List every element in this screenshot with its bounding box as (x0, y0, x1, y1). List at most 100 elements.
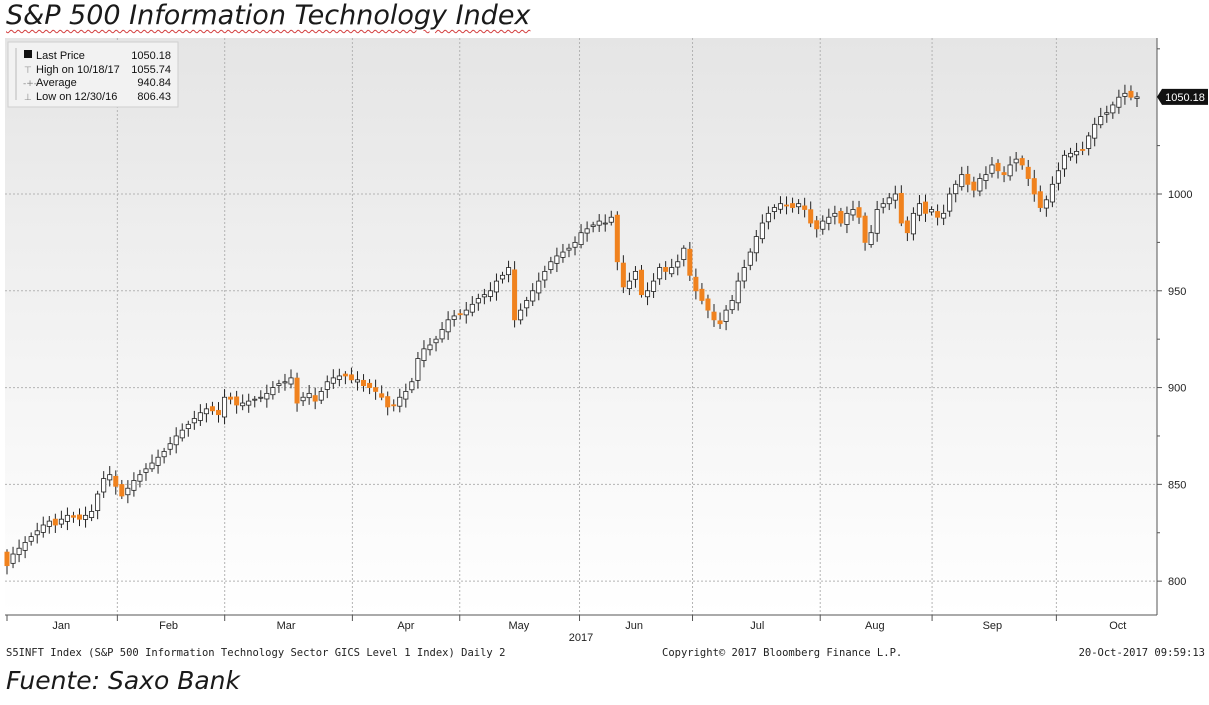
candle-body (596, 220, 602, 226)
candle (173, 427, 179, 454)
source-note: Fuente: Saxo Bank (6, 666, 241, 695)
candle (415, 351, 421, 389)
candle (119, 479, 125, 500)
candle-body (10, 553, 16, 564)
candle-body (40, 524, 46, 533)
candle (1068, 147, 1074, 161)
candle (626, 272, 632, 296)
candle (433, 335, 439, 352)
candle (657, 263, 663, 285)
candle-body (264, 392, 270, 400)
candle (759, 214, 765, 244)
candle (953, 180, 959, 203)
candle-body (1055, 170, 1061, 184)
y-tick-label: 1000 (1168, 189, 1192, 201)
candle-body (747, 251, 753, 266)
candle-body (143, 468, 149, 473)
candle-body (681, 247, 687, 260)
candle-body (149, 462, 155, 470)
candle (179, 423, 185, 442)
candle-body (705, 298, 711, 311)
candle (989, 157, 995, 178)
candle-body (113, 475, 119, 487)
candle (155, 449, 161, 474)
candle (95, 490, 101, 520)
candle (669, 258, 675, 278)
candle-body (1092, 123, 1098, 139)
candle-body (403, 391, 409, 400)
candle (288, 369, 294, 389)
candle-body (632, 271, 638, 280)
candle (451, 309, 457, 327)
candle-body (554, 255, 560, 264)
candle (838, 207, 844, 227)
candle-body (22, 542, 28, 551)
x-tick-label: Mar (277, 620, 296, 632)
candle-body (76, 514, 83, 520)
candle-body (324, 381, 330, 390)
candle-body (723, 309, 729, 322)
candle-body (820, 220, 826, 230)
candle (336, 368, 342, 387)
candle-body (1031, 178, 1037, 195)
candle-body (89, 511, 95, 518)
candle (1055, 162, 1061, 191)
candle (348, 367, 354, 384)
legend-value-average: 940.84 (137, 77, 171, 89)
candles (4, 84, 1140, 575)
candle-body (868, 232, 874, 245)
candle (161, 447, 167, 464)
candle (89, 504, 95, 522)
candle-body (379, 393, 385, 398)
candle-body (1080, 149, 1086, 151)
candle (608, 210, 614, 226)
candle (64, 507, 70, 531)
candle-body (608, 216, 614, 223)
x-tick-label: Jun (625, 620, 643, 632)
candle-body (796, 203, 802, 208)
candle (687, 241, 693, 281)
candle (185, 420, 191, 437)
candle-body (348, 374, 354, 381)
x-tick-label: May (508, 620, 529, 632)
candle (729, 294, 735, 314)
candle-body (512, 269, 518, 321)
candle-body (288, 377, 294, 385)
candle-body (910, 212, 916, 235)
candle (342, 371, 348, 385)
candle-body (4, 551, 10, 567)
candle (264, 384, 270, 408)
candle (222, 389, 228, 425)
candle-body (481, 294, 487, 298)
candle (590, 221, 596, 233)
candle-body (922, 201, 929, 214)
last-price-tag-label: 1050.18 (1165, 92, 1205, 104)
candle (941, 204, 947, 226)
candle (397, 388, 403, 413)
candle-body (252, 398, 258, 401)
candle (463, 301, 469, 324)
candle (137, 469, 143, 488)
candle-body (995, 162, 1001, 172)
candle-body (916, 203, 922, 216)
candle (361, 374, 367, 392)
candle-body (1074, 151, 1080, 156)
candle (4, 549, 10, 575)
candle-body (886, 197, 892, 205)
candle (602, 214, 608, 232)
candle (475, 293, 481, 311)
candle-body (421, 348, 427, 361)
candle (1025, 159, 1031, 187)
candle (765, 206, 771, 230)
candle (663, 261, 669, 280)
candle-body (983, 174, 989, 181)
candle (723, 305, 729, 331)
candle (681, 245, 687, 267)
candle (596, 214, 602, 232)
candle-body (844, 212, 850, 225)
legend-average-icon: -+- (23, 79, 37, 89)
candle (735, 272, 741, 311)
candle (101, 471, 107, 498)
candle-body (566, 247, 572, 251)
candle-body (687, 248, 693, 276)
